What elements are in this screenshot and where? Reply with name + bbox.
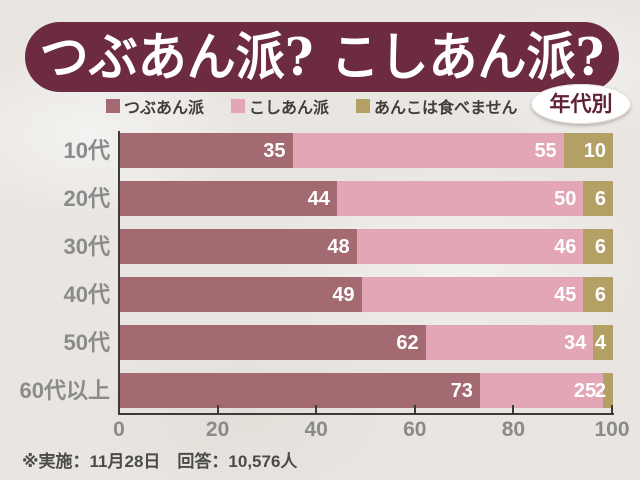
value-label: 2 — [594, 379, 606, 402]
legend-item: あんこは食べません — [356, 94, 518, 118]
value-label: 46 — [554, 235, 577, 258]
legend-item: こしあん派 — [231, 94, 329, 118]
bar-segment: 49 — [120, 277, 362, 312]
bar-segment: 6 — [583, 181, 613, 216]
bar-row: 40代 49 45 6 — [0, 277, 640, 312]
value-label: 6 — [594, 283, 606, 306]
value-label: 45 — [554, 283, 577, 306]
bar-row: 50代 62 34 4 — [0, 325, 640, 360]
bar-segment: 44 — [120, 181, 337, 216]
value-label: 6 — [594, 235, 606, 258]
badge-label: 年代別 — [549, 92, 613, 116]
value-label: 25 — [573, 379, 597, 402]
legend-swatch-icon — [106, 99, 120, 113]
bar-segment: 2 — [595, 373, 613, 408]
tick-label: 40 — [304, 418, 328, 441]
bar-segment: 50 — [336, 181, 584, 216]
tick-label: 100 — [594, 418, 630, 441]
bar-segment: 46 — [356, 229, 584, 264]
bar-segment: 10 — [563, 133, 613, 168]
tick-label: 60 — [403, 418, 427, 441]
bar-row: 30代 48 46 6 — [0, 229, 640, 264]
legend-label: こしあん派 — [249, 100, 330, 117]
tick-mark — [216, 405, 219, 413]
bar-segment: 45 — [361, 277, 584, 312]
value-label: 48 — [327, 235, 350, 258]
value-label: 50 — [554, 187, 577, 210]
bar-rows: 10代 35 55 10 20代 44 50 6 30代 48 46 6 40代 49 45 6 50代 62 34… — [0, 133, 640, 413]
value-label: 44 — [307, 187, 330, 210]
bar-segment: 35 — [120, 133, 293, 168]
bar-segment: 73 — [120, 373, 480, 408]
value-label: 35 — [263, 139, 286, 162]
bar-row: 10代 35 55 10 — [0, 133, 640, 168]
value-label: 6 — [594, 187, 606, 210]
category-label: 50代 — [63, 330, 110, 355]
stacked-bar: 48 46 6 — [120, 229, 613, 264]
bar-segment: 6 — [583, 277, 613, 312]
page-title: つぶあん派? こしあん派? — [39, 26, 605, 87]
legend-swatch-icon — [356, 99, 371, 113]
x-axis-line — [118, 413, 614, 415]
value-label: 10 — [583, 139, 606, 162]
tick-mark — [118, 405, 120, 413]
legend: つぶあん派 こしあん派 あんこは食べません — [106, 94, 518, 118]
category-label: 60代以上 — [19, 378, 110, 403]
value-label: 49 — [332, 283, 355, 306]
category-label: 20代 — [63, 186, 110, 211]
stacked-bar: 73 25 2 — [120, 373, 613, 408]
tick-mark — [413, 405, 416, 413]
tick-label: 20 — [205, 418, 230, 441]
tick-mark — [315, 405, 318, 413]
bar-segment: 6 — [583, 229, 613, 264]
x-axis-ticks: 0 20 40 60 80 100 — [113, 405, 630, 445]
tick-label: 80 — [501, 418, 526, 441]
legend-label: つぶあん派 — [124, 100, 205, 117]
category-label: 10代 — [63, 138, 110, 163]
value-label: 4 — [594, 331, 606, 354]
stacked-bar: 49 45 6 — [120, 277, 613, 312]
bar-segment: 4 — [593, 325, 613, 360]
tick-mark — [512, 405, 515, 413]
tick-label: 0 — [113, 418, 125, 441]
age-group-badge: 年代別 — [531, 84, 631, 124]
tick-mark — [611, 405, 613, 413]
value-label: 62 — [396, 331, 419, 354]
stacked-bar: 35 55 10 — [120, 133, 613, 168]
legend-label: あんこは食べません — [374, 100, 518, 117]
survey-note: ※実施：11月28日 回答：10,576人 — [22, 452, 298, 471]
stacked-bar: 62 34 4 — [120, 325, 613, 360]
bar-segment: 62 — [120, 325, 426, 360]
title-banner: つぶあん派? こしあん派? — [25, 22, 619, 92]
bar-row: 60代以上 73 25 2 — [0, 373, 640, 408]
bar-segment: 34 — [425, 325, 594, 360]
value-label: 34 — [564, 331, 587, 354]
value-label: 73 — [450, 379, 473, 402]
y-axis-line — [118, 131, 120, 415]
stacked-bar: 44 50 6 — [120, 181, 613, 216]
bar-segment: 48 — [120, 229, 357, 264]
bar-segment: 25 — [479, 373, 604, 408]
legend-swatch-icon — [231, 99, 246, 113]
bar-segment: 55 — [292, 133, 564, 168]
value-label: 55 — [534, 139, 557, 162]
legend-item: つぶあん派 — [106, 94, 204, 118]
bar-row: 20代 44 50 6 — [0, 181, 640, 216]
category-label: 40代 — [63, 282, 110, 307]
category-label: 30代 — [63, 234, 110, 259]
